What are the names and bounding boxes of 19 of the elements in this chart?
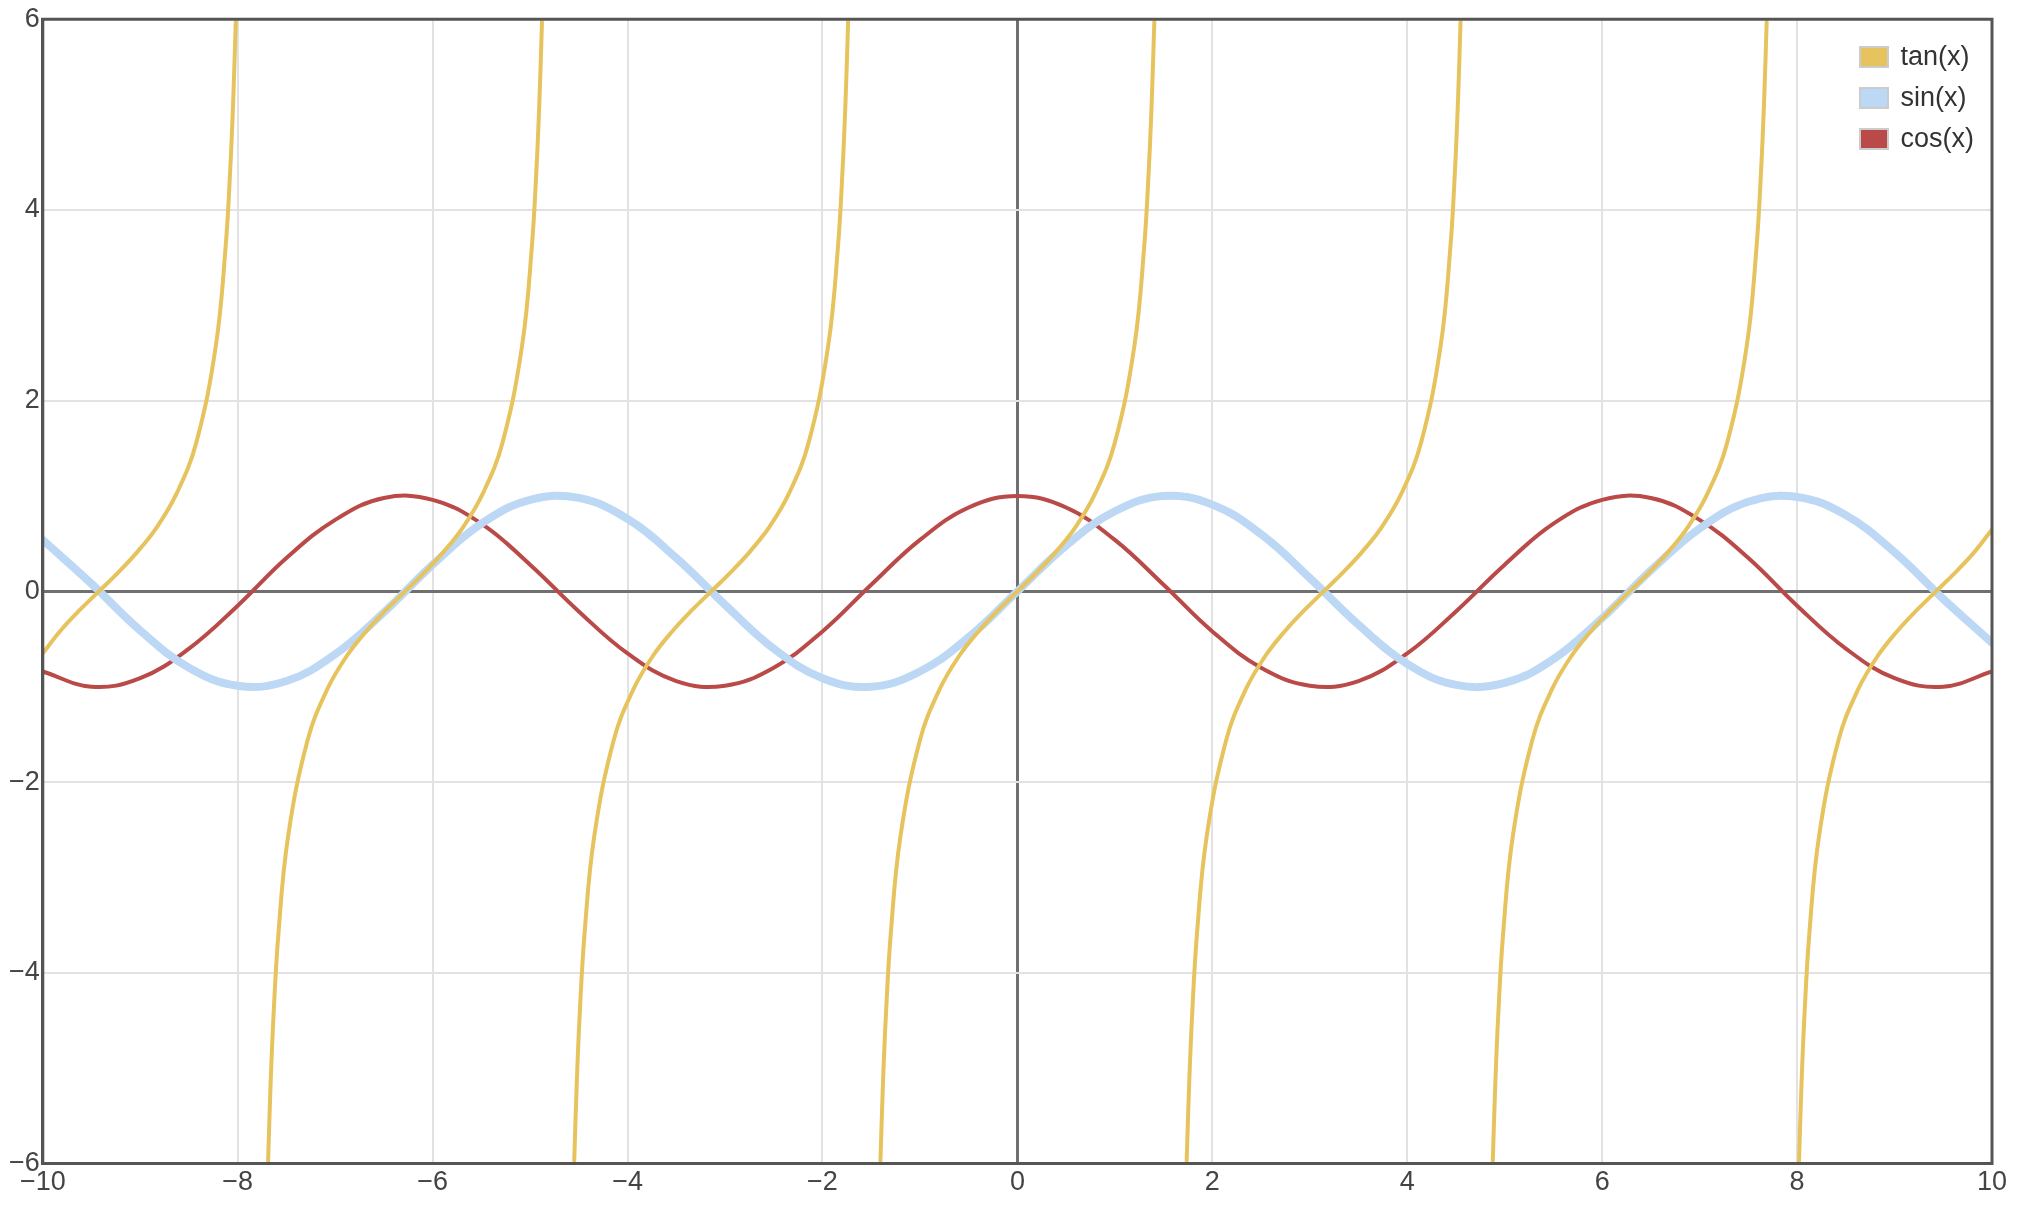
y-tick-label: 0 (24, 574, 40, 605)
x-tick-label: 8 (1789, 1166, 1805, 1197)
x-tick-label: −4 (612, 1166, 643, 1197)
y-tick-label: −2 (8, 765, 40, 796)
x-tick-label: 4 (1399, 1166, 1415, 1197)
x-tick-label: −8 (222, 1166, 254, 1197)
x-tick-label: −6 (417, 1166, 449, 1197)
x-tick-label: 6 (1594, 1166, 1610, 1197)
x-tick-label: 2 (1204, 1166, 1220, 1197)
x-tick-label: −2 (807, 1166, 838, 1197)
legend-label: cos(x) (1900, 123, 1974, 155)
legend-label: tan(x) (1900, 41, 1970, 73)
legend-label: sin(x) (1900, 82, 1967, 114)
y-tick-label: −4 (8, 956, 40, 987)
y-tick-label: 2 (24, 384, 40, 415)
y-tick-label: 6 (24, 2, 40, 33)
y-tick-label: 4 (24, 193, 40, 224)
x-tick-label: 10 (1976, 1166, 2008, 1197)
x-tick-label: 0 (1009, 1166, 1025, 1197)
